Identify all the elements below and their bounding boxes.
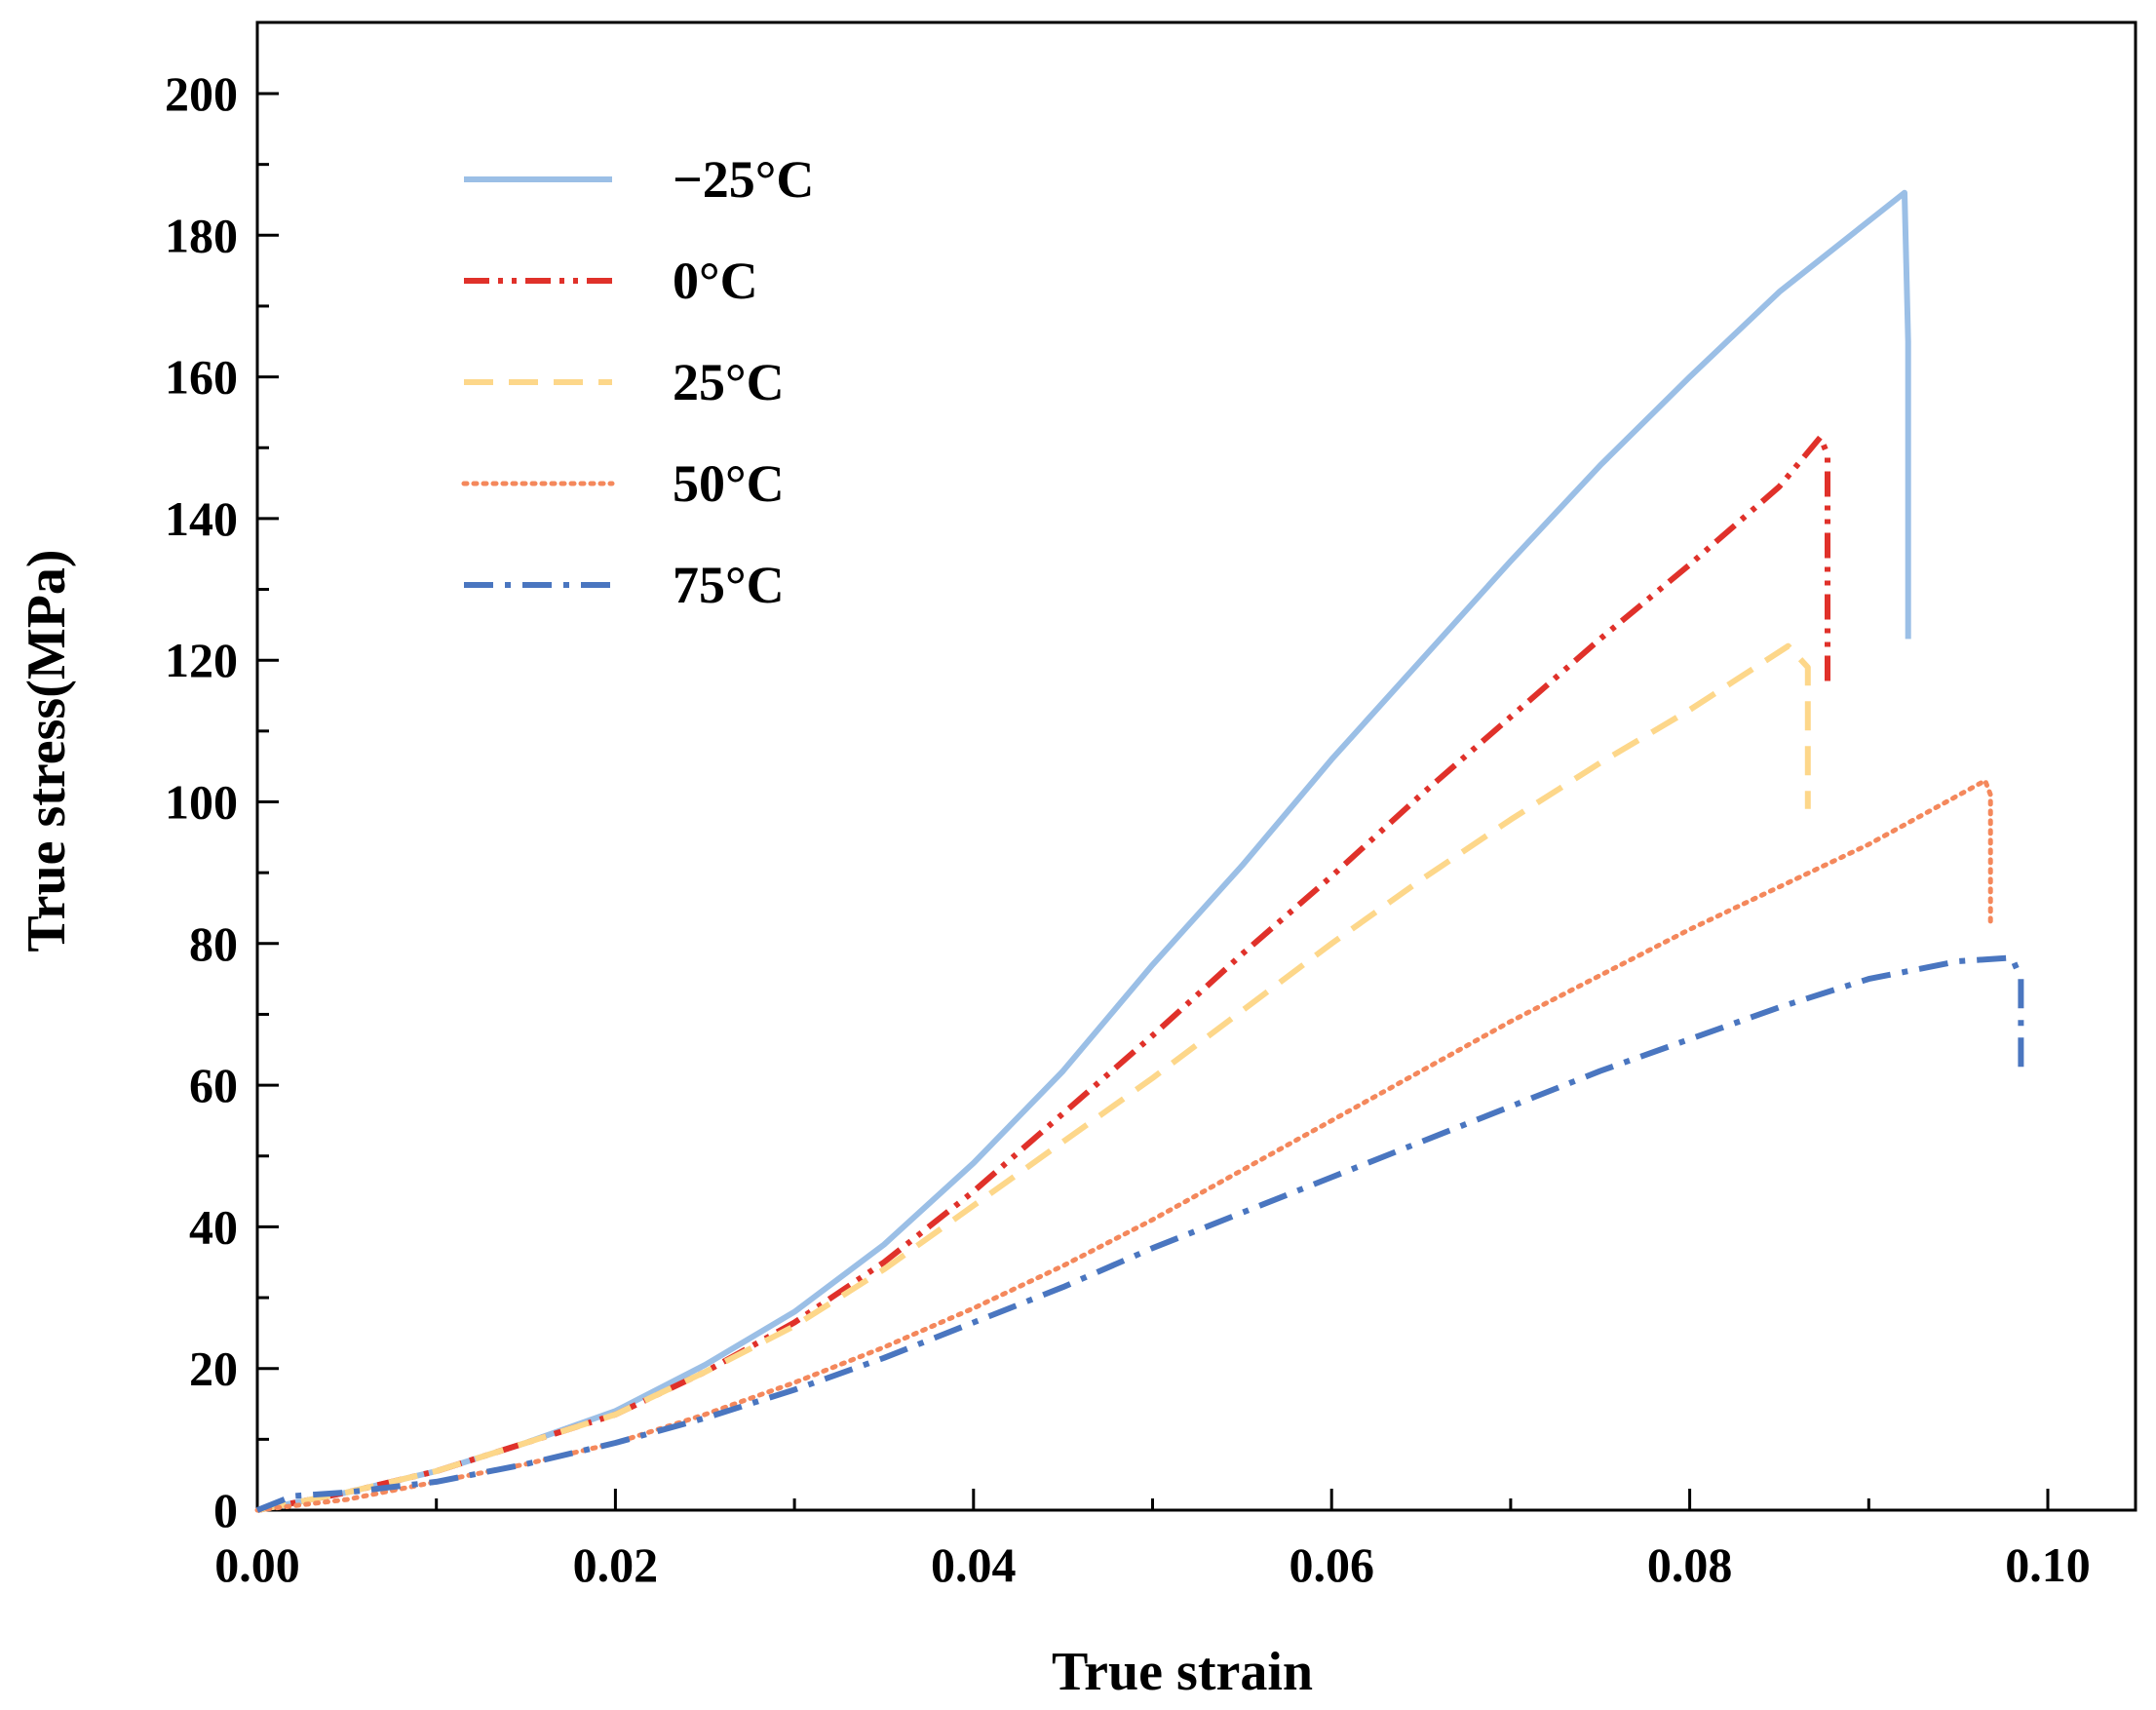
x-tick-label: 0.06 bbox=[1289, 1537, 1374, 1592]
y-tick-label: 40 bbox=[189, 1199, 238, 1254]
series-line bbox=[256, 642, 1811, 1513]
series-line bbox=[255, 954, 2024, 1513]
legend-label: 75°C bbox=[673, 556, 785, 614]
y-tick-labels: 0 20 40 60 80 100 120 140 160 180 200 bbox=[165, 66, 238, 1537]
x-axis-title: True strain bbox=[1052, 1642, 1313, 1702]
y-tick-label: 80 bbox=[189, 916, 238, 971]
y-tick-label: 100 bbox=[165, 775, 238, 830]
x-tick-label: 0.04 bbox=[931, 1537, 1017, 1592]
legend-label: 50°C bbox=[673, 454, 785, 513]
y-tick-label: 0 bbox=[213, 1483, 238, 1537]
y-tick-label: 180 bbox=[165, 208, 238, 262]
legend-label: −25°C bbox=[673, 150, 814, 209]
series-line bbox=[256, 434, 1830, 1513]
series-line bbox=[256, 189, 1911, 1513]
y-tick-label: 120 bbox=[165, 633, 238, 687]
legend-label: 0°C bbox=[673, 252, 758, 310]
x-tick-label: 0.08 bbox=[1647, 1537, 1733, 1592]
x-tick-label: 0.02 bbox=[573, 1537, 659, 1592]
series-line bbox=[254, 778, 1993, 1513]
axis-ticks bbox=[255, 92, 2050, 1512]
y-tick-label: 140 bbox=[165, 491, 238, 546]
y-tick-label: 160 bbox=[165, 350, 238, 405]
series-lines bbox=[254, 189, 2024, 1513]
x-tick-label: 0.00 bbox=[214, 1537, 300, 1592]
y-tick-label: 60 bbox=[189, 1058, 238, 1112]
legend: −25°C 0°C 25°C 50°C 75°C bbox=[461, 150, 814, 614]
x-tick-labels: 0.00 0.02 0.04 0.06 0.08 0.10 bbox=[214, 1537, 2091, 1592]
y-axis-title: True stress(MPa) bbox=[17, 549, 77, 952]
y-tick-label: 200 bbox=[165, 66, 238, 121]
x-tick-label: 0.10 bbox=[2005, 1537, 2091, 1592]
y-tick-label: 20 bbox=[189, 1341, 238, 1396]
plot-frame bbox=[255, 20, 2137, 1512]
legend-label: 25°C bbox=[673, 353, 785, 411]
